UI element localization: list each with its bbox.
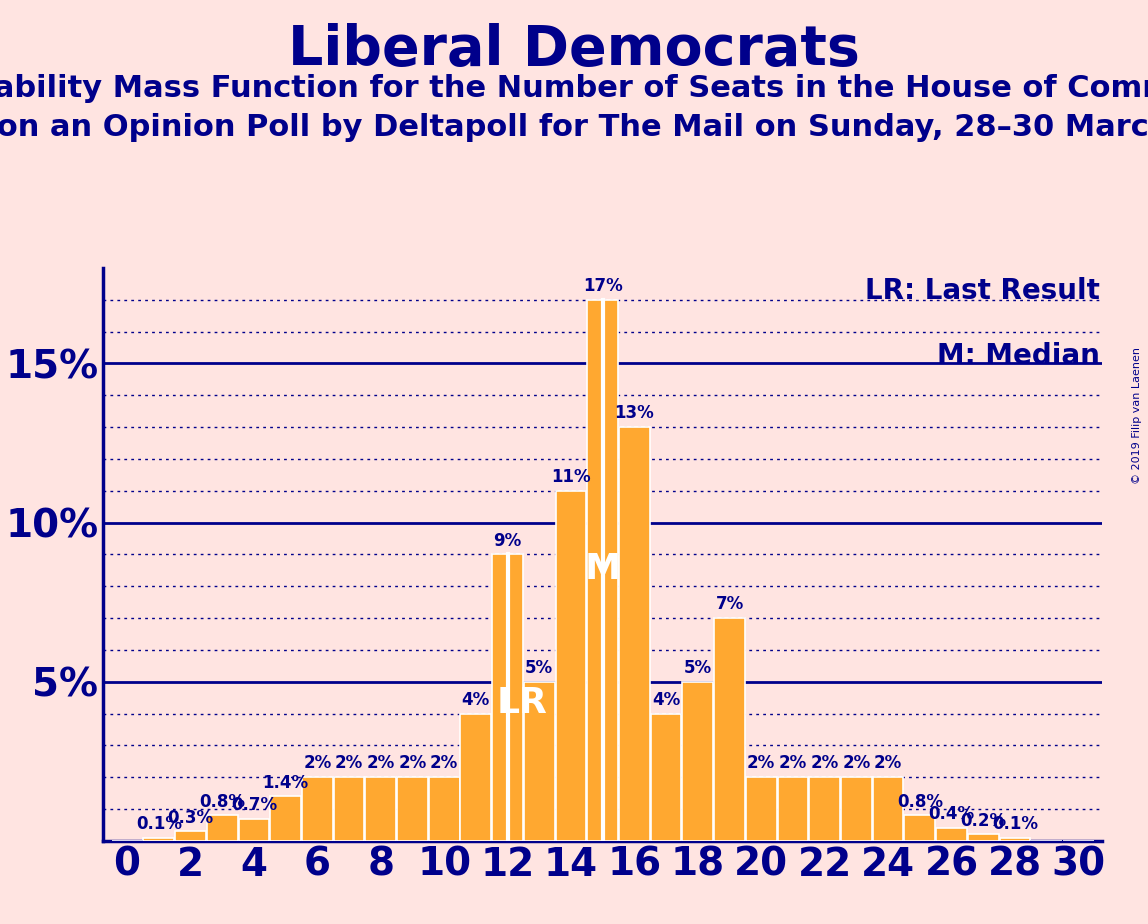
Text: 2%: 2% (335, 754, 363, 772)
Bar (841, 777, 871, 841)
Text: 2%: 2% (843, 754, 870, 772)
Bar (651, 713, 682, 841)
Bar (176, 832, 205, 841)
Text: 2%: 2% (430, 754, 458, 772)
Text: M: Median: M: Median (937, 343, 1100, 371)
Bar (270, 796, 301, 841)
Text: © 2019 Filip van Laenen: © 2019 Filip van Laenen (1132, 347, 1142, 484)
Text: 13%: 13% (614, 405, 654, 422)
Bar (556, 491, 587, 841)
Text: 2%: 2% (778, 754, 807, 772)
Bar (872, 777, 903, 841)
Bar (777, 777, 808, 841)
Text: 0.7%: 0.7% (231, 796, 277, 814)
Bar (588, 299, 618, 841)
Text: 1.4%: 1.4% (263, 773, 309, 792)
Text: 0.2%: 0.2% (960, 811, 1007, 830)
Text: 0.1%: 0.1% (135, 815, 181, 833)
Text: 0.3%: 0.3% (168, 808, 214, 826)
Bar (682, 682, 713, 841)
Text: 0.8%: 0.8% (200, 793, 246, 810)
Bar (619, 427, 650, 841)
Bar (492, 554, 523, 841)
Bar (397, 777, 428, 841)
Bar (936, 828, 967, 841)
Bar (523, 682, 554, 841)
Bar (334, 777, 364, 841)
Bar (302, 777, 333, 841)
Text: 2%: 2% (747, 754, 775, 772)
Text: 2%: 2% (303, 754, 332, 772)
Bar (239, 819, 270, 841)
Text: 2%: 2% (874, 754, 902, 772)
Text: Based on an Opinion Poll by Deltapoll for The Mail on Sunday, 28–30 March 2019: Based on an Opinion Poll by Deltapoll fo… (0, 113, 1148, 141)
Bar (809, 777, 840, 841)
Bar (144, 838, 174, 841)
Text: 7%: 7% (715, 595, 744, 614)
Text: 9%: 9% (494, 531, 521, 550)
Text: M: M (584, 553, 621, 586)
Bar (746, 777, 776, 841)
Bar (207, 815, 238, 841)
Text: LR: LR (496, 686, 548, 720)
Text: 5%: 5% (526, 659, 553, 677)
Bar (365, 777, 396, 841)
Text: 2%: 2% (810, 754, 839, 772)
Text: 0.1%: 0.1% (992, 815, 1038, 833)
Text: 11%: 11% (551, 468, 591, 486)
Bar (905, 815, 936, 841)
Text: 5%: 5% (684, 659, 712, 677)
Bar (1000, 838, 1030, 841)
Text: 17%: 17% (583, 277, 622, 295)
Text: 0.4%: 0.4% (929, 806, 975, 823)
Text: Liberal Democrats: Liberal Democrats (288, 23, 860, 77)
Text: LR: Last Result: LR: Last Result (866, 276, 1100, 305)
Text: 4%: 4% (461, 691, 490, 709)
Text: Probability Mass Function for the Number of Seats in the House of Commons: Probability Mass Function for the Number… (0, 74, 1148, 103)
Text: 2%: 2% (366, 754, 395, 772)
Text: 0.8%: 0.8% (897, 793, 943, 810)
Bar (460, 713, 491, 841)
Text: 4%: 4% (652, 691, 681, 709)
Bar (429, 777, 459, 841)
Bar (968, 834, 999, 841)
Text: 2%: 2% (398, 754, 427, 772)
Bar (714, 618, 745, 841)
